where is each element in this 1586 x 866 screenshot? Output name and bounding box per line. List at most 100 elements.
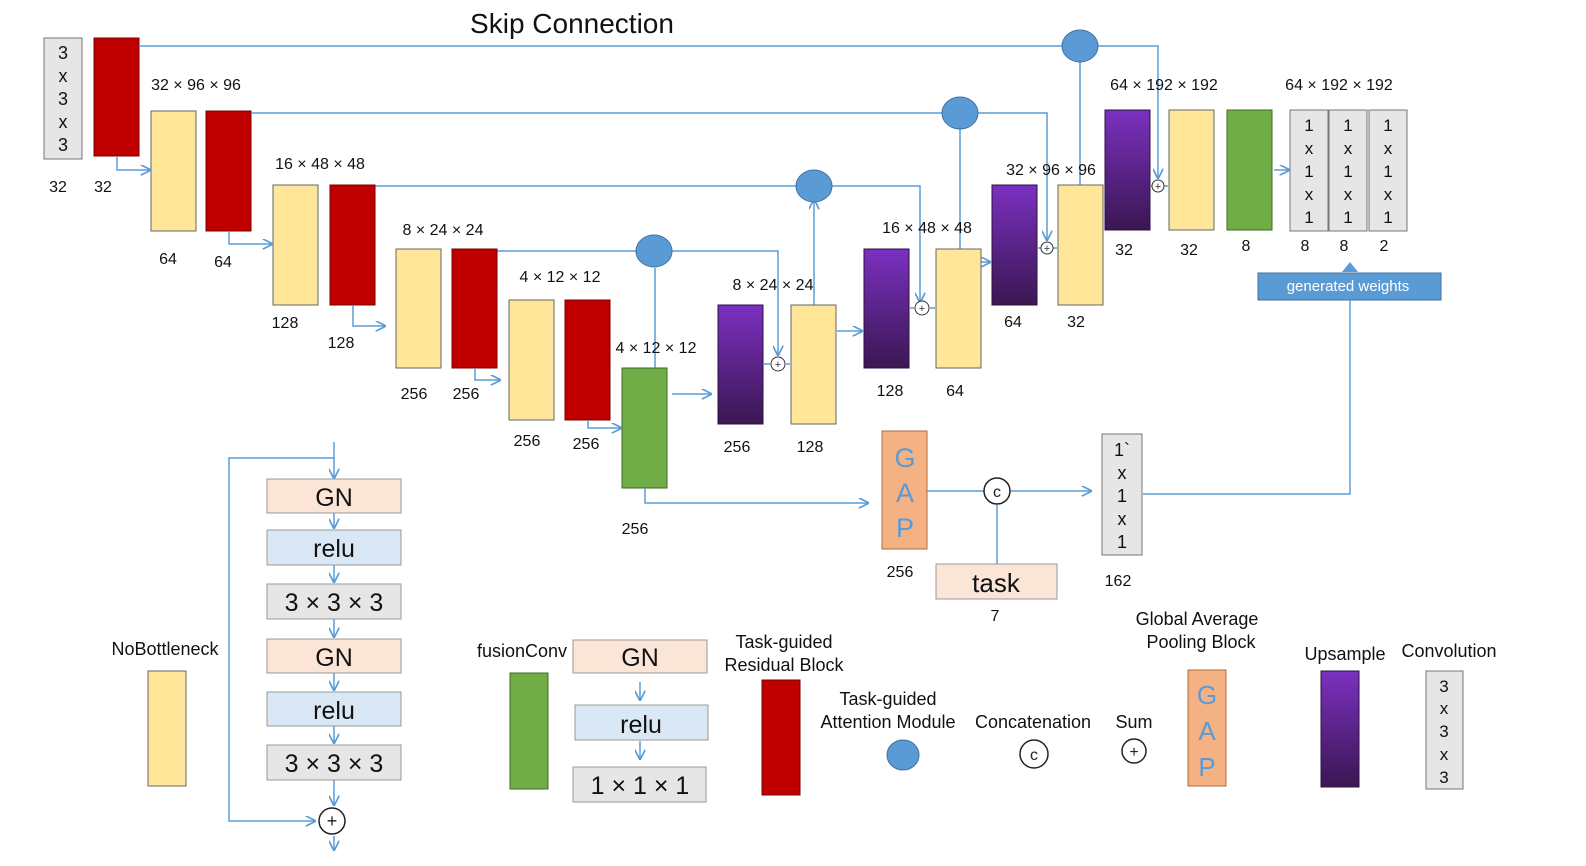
input-conv-char: 3 (58, 89, 68, 109)
dynamic-conv-char: x (1384, 139, 1393, 158)
attention-module (1061, 29, 1099, 63)
dynamic-conv-char: 1 (1304, 162, 1313, 181)
residual-block (329, 184, 376, 306)
concatenation-label: Concatenation (975, 712, 1091, 732)
sum-node (914, 300, 930, 316)
dynamic-conv-char: 1 (1383, 162, 1392, 181)
residual-label-line: Task-guided (735, 632, 832, 652)
op-label: relu (313, 697, 355, 725)
generated-weights-label: generated weights (1287, 278, 1410, 295)
channel-label: 32 (49, 179, 67, 196)
dynamic-conv-char: 1 (1304, 208, 1313, 227)
upsample-block (717, 304, 764, 425)
op-label: GN (621, 644, 659, 672)
op-label: GN (315, 484, 353, 512)
input-conv-char: 3 (58, 43, 68, 63)
channel-label: 32 (1115, 242, 1133, 259)
convolution-label: Convolution (1401, 641, 1496, 661)
legend-sum-symbol: + (1129, 744, 1138, 761)
vector-char: 1 (1117, 532, 1127, 552)
nobottleneck-label: NoBottleneck (111, 639, 219, 659)
channel-label: 64 (159, 251, 177, 268)
channel-label: 128 (797, 439, 824, 456)
attention-label-line: Task-guided (839, 689, 936, 709)
legend-residual-block (761, 679, 801, 796)
dynamic-conv-char: x (1384, 185, 1393, 204)
channel-label: 256 (573, 436, 600, 453)
upsample-label: Upsample (1304, 644, 1385, 664)
channel-label: 32 (94, 179, 112, 196)
gap-channels: 256 (887, 564, 914, 581)
channel-label: 128 (328, 335, 355, 352)
dynamic-conv-block (1328, 109, 1368, 232)
conv-char: x (1440, 745, 1449, 764)
legend-conv-block (1425, 670, 1464, 790)
dynamic-conv-char: 1 (1343, 208, 1352, 227)
input-conv-char: x (59, 112, 68, 132)
gap-label-line: Pooling Block (1146, 632, 1256, 652)
vector-channels: 162 (1105, 573, 1132, 590)
dynamic-conv-char: x (1305, 139, 1314, 158)
channel-label: 32 (1067, 314, 1085, 331)
residual-label-line: Residual Block (724, 655, 844, 675)
sum-node (1040, 241, 1054, 255)
size-label: 8 × 24 × 24 (733, 277, 814, 294)
task-box (935, 563, 1058, 600)
input-conv-char: x (59, 66, 68, 86)
gap-label-line: Global Average (1136, 609, 1259, 629)
residual-block (564, 299, 611, 421)
svg-text:+: + (1044, 243, 1050, 255)
fusionconv-label: fusionConv (477, 641, 567, 661)
feature-block (272, 184, 319, 306)
gap-letter: G (894, 443, 915, 473)
conv-char: x (1440, 699, 1449, 718)
size-label: 64 × 192 × 192 (1285, 77, 1393, 94)
channel-label: 256 (401, 386, 428, 403)
dynamic-conv-char: 1 (1383, 208, 1392, 227)
channel-label: 256 (724, 439, 751, 456)
gap-letter: A (896, 478, 914, 508)
op-label: 3 × 3 × 3 (285, 589, 384, 617)
attention-module (635, 234, 673, 268)
size-label: 4 × 12 × 12 (520, 269, 601, 286)
channel-label: 32 (1180, 242, 1198, 259)
size-label: 4 × 12 × 12 (616, 340, 697, 357)
dynamic-conv-char: 1 (1343, 162, 1352, 181)
op-label: relu (620, 711, 662, 739)
size-label: 16 × 48 × 48 (882, 220, 972, 237)
gap-letter: G (1197, 680, 1217, 710)
channel-label: 64 (946, 383, 964, 400)
attention-module (941, 96, 979, 130)
legend-upsample-block (1320, 670, 1360, 788)
feature-block (790, 304, 837, 425)
vector-char: x (1118, 509, 1127, 529)
fusion-conv-block (621, 367, 668, 489)
channel-label: 8 (1242, 238, 1251, 255)
conv-char: 3 (1439, 677, 1448, 696)
channel-label: 256 (514, 433, 541, 450)
gap-letter: A (1198, 716, 1216, 746)
channel-label: 64 (214, 254, 232, 271)
channel-label: 256 (622, 521, 649, 538)
channel-label: 8 (1301, 238, 1310, 255)
gn-op (266, 478, 402, 514)
channel-label: 128 (877, 383, 904, 400)
sum-node (318, 807, 346, 835)
feature-block (1057, 184, 1104, 306)
controller-vector-block (1101, 433, 1143, 556)
conv-op (266, 744, 402, 781)
legend-attention-module (886, 739, 920, 771)
conv-char: 3 (1439, 768, 1448, 787)
dynamic-conv-block (1368, 109, 1408, 232)
svg-text:+: + (1155, 181, 1161, 193)
channel-label: 8 (1340, 238, 1349, 255)
gap-letter: P (896, 513, 914, 543)
skip-connections (140, 45, 1158, 368)
legend-concat-node (1019, 739, 1049, 769)
gap-letter: P (1198, 752, 1215, 782)
upsample-block (991, 184, 1038, 306)
legend-concat-symbol: c (1030, 747, 1038, 764)
attention-module (795, 169, 833, 203)
channel-label: 2 (1380, 238, 1389, 255)
legend-sum-node (1121, 738, 1147, 764)
